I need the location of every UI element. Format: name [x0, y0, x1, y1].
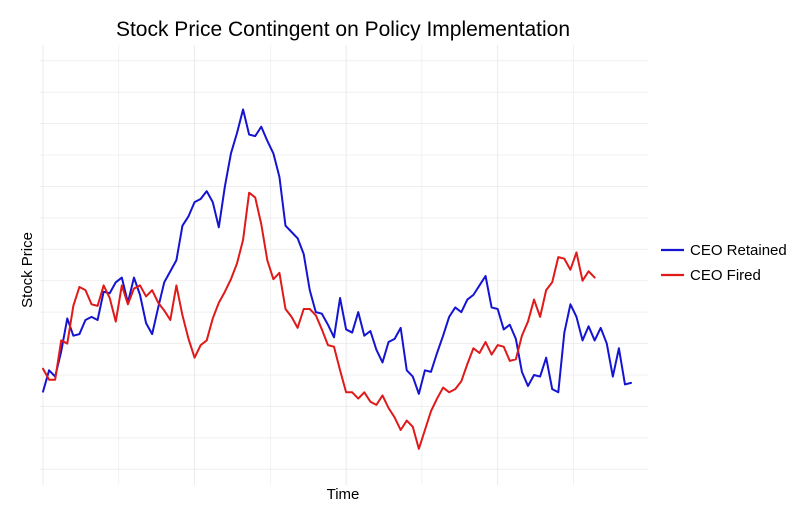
series-lines — [42, 108, 633, 450]
x-axis-label: Time — [327, 486, 360, 503]
chart-legend: CEO Retained CEO Fired — [661, 242, 787, 284]
y-axis-label: Stock Price — [19, 232, 36, 308]
grid-lines — [40, 45, 648, 485]
legend-label-ceo-retained: CEO Retained — [690, 242, 787, 259]
legend-label-ceo-fired: CEO Fired — [690, 267, 761, 284]
series-line-ceo-fired — [42, 191, 596, 450]
series-line-ceo-retained — [42, 108, 633, 395]
chart-title: Stock Price Contingent on Policy Impleme… — [116, 18, 570, 41]
